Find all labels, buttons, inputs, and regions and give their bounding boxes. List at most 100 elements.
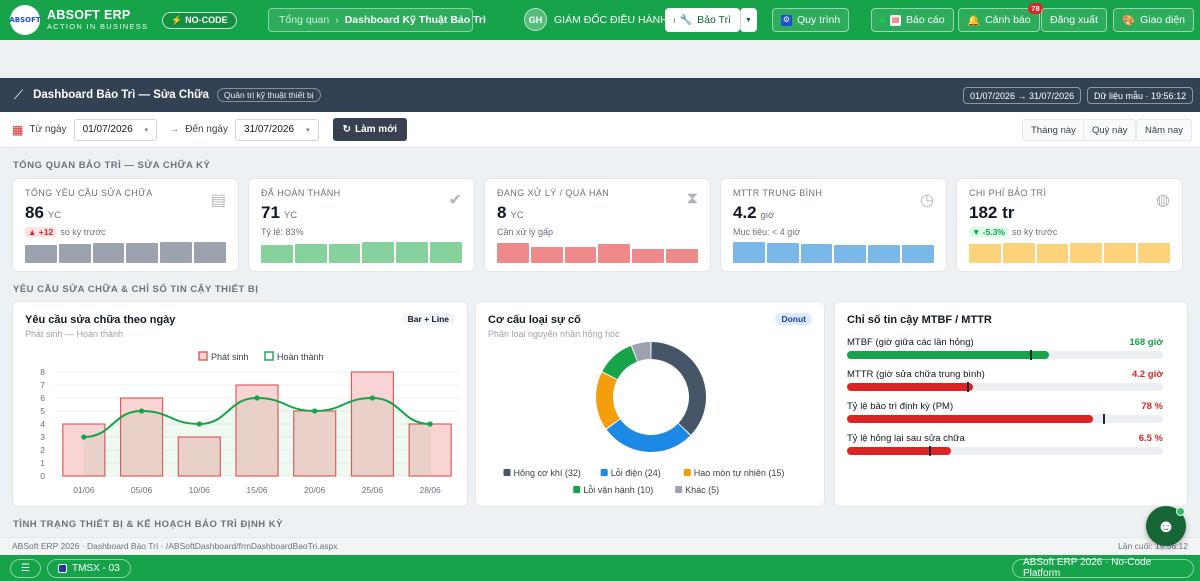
- legend-label: Lỗi vận hành (10): [583, 485, 653, 495]
- breadcrumb-root[interactable]: Tổng quan: [279, 14, 330, 26]
- site-selector-button[interactable]: TMSX - 03: [46, 558, 131, 578]
- reliability-panel: Chỉ số tin cậy MTBF / MTTR MTBF (giờ giữ…: [834, 301, 1188, 507]
- panel-subtitle: Phát sinh — Hoàn thành: [25, 329, 124, 339]
- line-point[interactable]: [312, 408, 318, 414]
- legend-swatch: [198, 351, 208, 361]
- this-month-button[interactable]: Tháng này: [1022, 119, 1085, 141]
- y-tick-label: 7: [40, 380, 45, 390]
- sparkbar: [598, 244, 631, 263]
- sparkbar: [92, 243, 125, 263]
- to-date-select[interactable]: 31/07/2026 ▾: [235, 118, 319, 141]
- line-point[interactable]: [254, 395, 260, 401]
- alert-count-badge: 78: [1028, 3, 1043, 14]
- user-info[interactable]: GH GIÁM ĐỐC ĐIỀU HÀNH: [524, 8, 668, 31]
- line-point[interactable]: [138, 408, 145, 414]
- chatbot-button[interactable]: ☻: [1146, 506, 1186, 546]
- sparkbar: [126, 243, 159, 263]
- report-label: Báo cáo: [906, 14, 945, 26]
- donut-slice[interactable]: [596, 372, 620, 429]
- user-role: GIÁM ĐỐC ĐIỀU HÀNH: [554, 13, 668, 26]
- kpi-sub: Cần xử lý gấp: [497, 227, 554, 237]
- donut-slice[interactable]: [606, 419, 691, 452]
- y-tick-label: 8: [40, 367, 45, 377]
- page-tag: Quản trị kỹ thuật thiết bị: [216, 88, 321, 102]
- avatar: GH: [524, 8, 547, 31]
- sparkbar: [733, 242, 765, 263]
- x-tick-label: 20/06: [304, 485, 326, 495]
- sparkbar: [969, 244, 1001, 263]
- nocode-badge: ⚡ NO-CODE: [162, 11, 237, 29]
- kpi-value: 86: [25, 203, 44, 222]
- sparkbar: [497, 243, 529, 263]
- from-date-select[interactable]: 01/07/2026 ▾: [73, 118, 158, 141]
- arrow-icon: →: [169, 124, 180, 135]
- status-dot-icon: [880, 17, 885, 23]
- metric-fill: [847, 383, 974, 391]
- bar[interactable]: [177, 436, 221, 477]
- refresh-button[interactable]: ↻ Làm mới: [332, 118, 408, 141]
- sparkbar: [396, 242, 429, 263]
- x-tick-label: 25/06: [362, 485, 384, 495]
- legend-label: Lỗi điện (24): [611, 468, 661, 478]
- reliability-metric: MTBF (giờ giữa các lần hỏng) 168 giờ: [847, 337, 1163, 360]
- dashboard-header: ⟋ Dashboard Bảo Trì — Sửa Chữa Quản trị …: [0, 78, 1200, 112]
- metric-track: [847, 414, 1163, 424]
- donut-slice[interactable]: [631, 342, 651, 362]
- this-quarter-button[interactable]: Quý này: [1083, 119, 1137, 141]
- theme-button[interactable]: 🎨 Giao diện: [1113, 8, 1195, 32]
- panel-subtitle: Phân loại nguyên nhân hỏng hóc: [488, 329, 620, 339]
- check-icon: ✔: [448, 192, 462, 209]
- kpi-title: ĐANG XỬ LÝ / QUÁ HẠN: [497, 188, 610, 198]
- sparkbar: [564, 246, 597, 263]
- sparkbar: [800, 244, 833, 263]
- sparkbar: [261, 245, 293, 263]
- y-tick-label: 5: [40, 406, 45, 416]
- kpi-sub: Tỷ lệ: 83%: [261, 227, 304, 237]
- legend-swatch: [503, 469, 511, 476]
- metric-track: [847, 382, 1163, 392]
- reliability-metric: Tỷ lệ hỏng lại sau sửa chữa 6.5 %: [847, 433, 1163, 456]
- line-point[interactable]: [427, 421, 433, 427]
- bar[interactable]: [62, 423, 106, 477]
- alert-button[interactable]: 🔔 Cảnh báo 78: [958, 3, 1043, 32]
- line-point[interactable]: [81, 434, 87, 440]
- metric-value: 78 %: [1141, 401, 1163, 412]
- brand-logo[interactable]: ABSOFT ABSOFT ERP ACTION IN BUSINESS: [9, 5, 149, 35]
- footer-bar: ABSoft ERP 2026 · Dashboard Bảo Trì · /A…: [0, 537, 1200, 554]
- panel-title: Yêu cầu sửa chữa theo ngày: [25, 314, 176, 326]
- sparkbar: [160, 242, 193, 263]
- kpi-unit: YC: [47, 210, 62, 221]
- logo-icon: ABSOFT: [9, 5, 41, 35]
- this-year-button[interactable]: Năm nay: [1136, 119, 1193, 141]
- sparkbar: [530, 246, 563, 263]
- clock-icon: ◷: [920, 192, 934, 209]
- y-tick-label: 4: [40, 419, 45, 429]
- section-equipment-title: TÌNH TRẠNG THIẾT BỊ & KẾ HOẠCH BẢO TRÌ Đ…: [13, 519, 283, 530]
- kpi-card: CHI PHÍ BẢO TRÌ ◍ 182 tr ▼ -5.3% so kỳ trước: [956, 178, 1183, 272]
- logout-button[interactable]: Đăng xuất: [1041, 8, 1107, 32]
- module-label: Bảo Trì: [697, 14, 731, 26]
- chart-type-badge: Donut: [775, 313, 812, 325]
- line-point[interactable]: [369, 395, 376, 401]
- brand-tagline: ACTION IN BUSINESS: [47, 21, 149, 31]
- incident-type-chart: Hỏng cơ khí (32) Lỗi điện (24) Hao mòn tự …: [503, 342, 784, 495]
- kpi-card: ĐANG XỬ LÝ / QUÁ HẠN ⧗ 8 YC Cần xử lý gấp: [484, 178, 711, 272]
- y-tick-label: 0: [40, 471, 45, 481]
- bar[interactable]: [119, 397, 164, 477]
- from-date-label: Từ ngày: [29, 124, 67, 135]
- product-badge: ABSoft ERP 2026 · No-Code Platform: [1012, 557, 1194, 579]
- sparkbar: [430, 242, 462, 263]
- bar[interactable]: [408, 423, 452, 477]
- bar[interactable]: [350, 371, 395, 477]
- kpi-card: TỔNG YÊU CẦU SỬA CHỮA ▤ 86 YC ▲ +12 so kỳ trư…: [12, 178, 239, 272]
- module-dropdown-button[interactable]: ▼: [740, 8, 757, 32]
- module-select-button[interactable]: 🔧 Bảo Trì: [665, 8, 740, 32]
- donut-slice[interactable]: [602, 345, 638, 380]
- menu-toggle-button[interactable]: ☰: [10, 558, 41, 578]
- line-point[interactable]: [196, 421, 202, 427]
- report-button[interactable]: ▤ Báo cáo: [871, 8, 954, 32]
- donut-slice[interactable]: [651, 342, 706, 435]
- daily-requests-panel: Yêu cầu sửa chữa theo ngày Phát sinh — H…: [12, 301, 468, 507]
- process-button[interactable]: ⚙ Quy trình: [772, 8, 850, 32]
- legend-swatch: [264, 351, 274, 361]
